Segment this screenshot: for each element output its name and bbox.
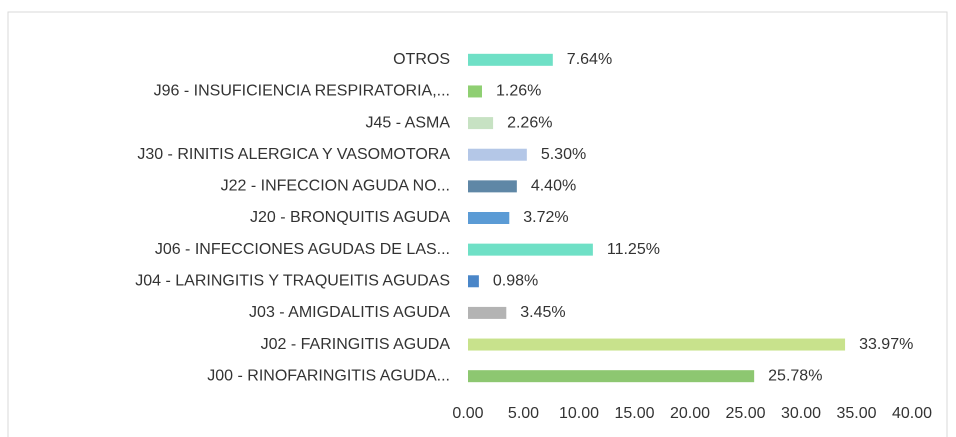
y-tick-label: J20 - BRONQUITIS AGUDA (250, 209, 450, 226)
x-tick-label: 35.00 (836, 405, 876, 422)
x-tick-label: 0.00 (452, 405, 483, 422)
y-tick-label: J45 - ASMA (366, 114, 451, 131)
value-label: 1.26% (496, 83, 541, 100)
x-tick-label: 20.00 (670, 405, 710, 422)
x-tick-label: 30.00 (781, 405, 821, 422)
x-tick-label: 40.00 (892, 405, 932, 422)
bar (468, 148, 527, 161)
y-tick-label: J06 - INFECCIONES AGUDAS DE LAS... (155, 241, 450, 258)
value-label: 3.72% (523, 209, 568, 226)
bar (468, 243, 593, 256)
value-label: 7.64% (567, 51, 612, 68)
value-label: 3.45% (520, 304, 565, 321)
bar (468, 212, 510, 224)
value-label: 33.97% (859, 336, 913, 353)
bar (468, 275, 479, 288)
bar (468, 85, 482, 98)
bar (468, 53, 553, 66)
value-label: 0.98% (493, 272, 538, 289)
bar (468, 306, 507, 319)
value-label: 2.26% (507, 114, 552, 131)
value-label: 4.40% (531, 178, 576, 195)
y-tick-label: J96 - INSUFICIENCIA RESPIRATORIA,... (154, 83, 450, 100)
bar (468, 117, 494, 130)
bar (468, 370, 755, 383)
y-tick-label: J04 - LARINGITIS Y TRAQUEITIS AGUDAS (135, 272, 450, 289)
y-tick-label: J00 - RINOFARINGITIS AGUDA... (207, 367, 450, 384)
bar (468, 180, 517, 193)
x-tick-label: 10.00 (559, 405, 599, 422)
value-label: 11.25% (607, 241, 660, 258)
value-label: 25.78% (768, 367, 822, 384)
y-tick-label: J02 - FARINGITIS AGUDA (261, 336, 451, 353)
x-tick-label: 5.00 (508, 405, 539, 422)
chart-frame (7, 11, 948, 437)
bar (468, 338, 846, 351)
x-tick-label: 15.00 (614, 405, 654, 422)
value-label: 5.30% (541, 146, 586, 163)
x-tick-label: 25.00 (725, 405, 765, 422)
y-tick-label: J03 - AMIGDALITIS AGUDA (249, 304, 450, 321)
y-tick-label: OTROS (393, 51, 450, 68)
y-tick-label: J22 - INFECCION AGUDA NO... (221, 178, 450, 195)
y-tick-label: J30 - RINITIS ALERGICA Y VASOMOTORA (137, 146, 450, 163)
